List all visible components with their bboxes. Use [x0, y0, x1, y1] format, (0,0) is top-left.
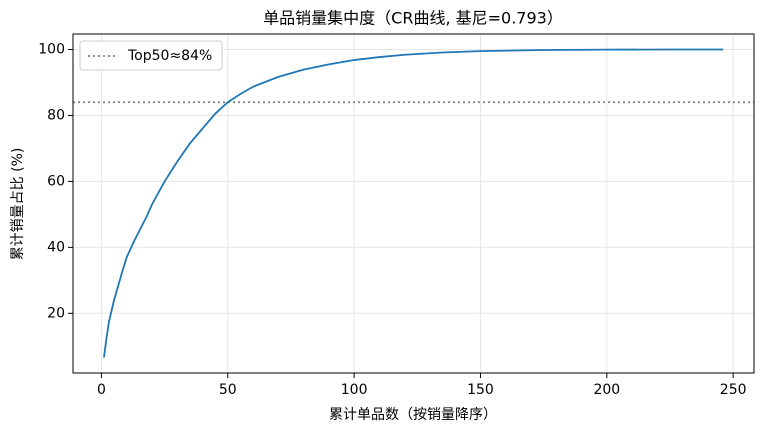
y-tick-label: 20: [47, 305, 65, 321]
y-axis-label: 累计销量占比 (%): [10, 148, 26, 261]
x-tick-label: 200: [593, 382, 620, 398]
chart-title: 单品销量集中度（CR曲线, 基尼=0.793）: [263, 9, 563, 28]
legend-label: Top50≈84%: [127, 48, 212, 64]
y-tick-label: 40: [47, 239, 65, 255]
x-axis-label: 累计单品数（按销量降序）: [329, 407, 497, 423]
y-tick-label: 100: [38, 41, 65, 57]
y-tick-label: 60: [47, 173, 65, 189]
x-tick-label: 100: [341, 382, 368, 398]
x-tick-label: 250: [720, 382, 747, 398]
legend-box: [79, 40, 223, 71]
x-tick-label: 0: [97, 382, 106, 398]
x-tick-label: 50: [219, 382, 237, 398]
y-tick-label: 80: [47, 107, 65, 123]
axes-frame: [72, 33, 755, 374]
data-line: [103, 48, 724, 358]
x-tick-label: 150: [467, 382, 494, 398]
